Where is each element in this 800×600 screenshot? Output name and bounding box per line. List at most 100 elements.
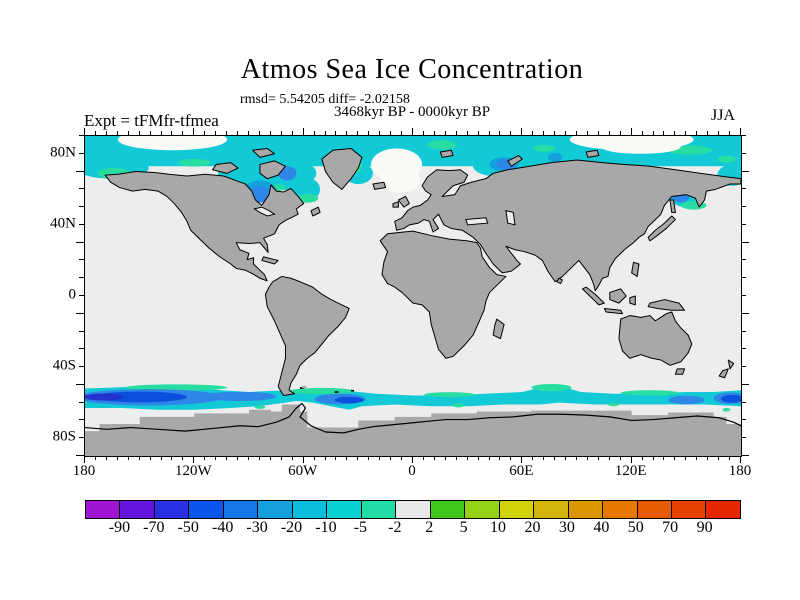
x-axis-tick [576, 456, 577, 460]
x-axis-tick [586, 131, 588, 135]
map-svg [85, 136, 741, 456]
x-axis-tick [477, 131, 479, 135]
y-axis-tick [741, 152, 746, 154]
colorbar-label: -70 [143, 519, 165, 536]
y-axis-tick [79, 419, 84, 421]
x-axis-tick [160, 456, 162, 460]
colorbar-segment [671, 501, 707, 518]
x-axis-tick [390, 456, 392, 460]
colorbar-label: -50 [177, 519, 199, 536]
antarctica [85, 404, 741, 456]
world-map [84, 135, 742, 457]
x-axis-tick [729, 456, 731, 460]
colorbar-label: -5 [353, 519, 368, 536]
colorbar-segment [465, 501, 500, 518]
colorbar-label: 50 [627, 519, 644, 536]
x-axis-tick [105, 131, 107, 135]
x-axis-tick [422, 131, 424, 135]
x-axis-tick [674, 131, 676, 135]
y-tick-label: 0 [68, 286, 77, 303]
colorbar-segment [396, 501, 431, 518]
y-axis-tick [79, 348, 84, 350]
y-axis-tick [79, 188, 84, 190]
australia [619, 312, 692, 365]
y-axis-tick [79, 330, 84, 332]
x-tick-label: 0 [408, 463, 416, 479]
antarctic-ice-band [85, 384, 741, 412]
x-axis-tick [740, 128, 741, 135]
x-axis-tick [226, 131, 228, 135]
stats-line: rmsd= 5.54205 diff= -2.02158 [240, 92, 410, 107]
colorbar-segment [534, 501, 569, 518]
y-axis-tick [741, 312, 749, 314]
x-axis-tick [401, 456, 403, 460]
colorbar-label: -10 [315, 519, 337, 536]
x-axis-tick [554, 131, 556, 135]
x-axis-tick [138, 131, 140, 135]
season-label: JJA [710, 107, 735, 124]
x-axis-tick [488, 131, 490, 135]
x-tick-label: 180 [72, 463, 96, 479]
y-axis-tick [741, 277, 746, 279]
x-axis-tick [707, 456, 709, 460]
x-axis-tick [685, 131, 687, 135]
colorbar-segment [258, 501, 293, 518]
y-axis-tick [76, 455, 84, 456]
x-axis-tick [204, 456, 206, 460]
x-axis-tick [444, 456, 446, 460]
y-axis-tick [741, 455, 749, 456]
x-axis-tick [346, 456, 348, 460]
x-axis-tick [313, 456, 315, 460]
x-axis-tick [248, 456, 249, 460]
x-axis-tick [433, 456, 435, 460]
x-tick-label: 180 [728, 463, 752, 479]
x-axis-tick [116, 456, 118, 460]
x-axis-tick [565, 456, 567, 460]
x-axis-tick [291, 456, 293, 460]
y-axis-tick [741, 366, 746, 368]
x-axis-tick [466, 131, 468, 135]
x-axis-tick [269, 131, 271, 135]
x-axis-tick [346, 131, 348, 135]
colorbar-segment [361, 501, 397, 518]
x-axis-tick [696, 131, 698, 135]
x-axis-tick [674, 456, 676, 460]
x-axis-tick [586, 456, 588, 460]
x-axis-tick [182, 131, 184, 135]
x-axis-tick [160, 131, 162, 135]
x-axis-tick [652, 131, 654, 135]
x-axis-tick [499, 456, 501, 460]
greenland [322, 148, 362, 189]
x-axis-tick [543, 456, 545, 460]
y-axis-tick [76, 312, 84, 314]
x-axis-tick [379, 456, 381, 460]
x-axis-tick [729, 131, 731, 135]
colorbar-segment [430, 501, 466, 518]
x-axis-tick [532, 131, 534, 135]
x-tick-label: 60E [509, 463, 534, 479]
x-axis-tick [630, 128, 632, 135]
y-axis-tick [741, 206, 746, 208]
x-axis-tick [401, 131, 403, 135]
y-axis-tick [76, 170, 84, 172]
x-tick-label: 60W [288, 463, 318, 479]
black-sea [466, 218, 488, 225]
y-axis-tick [79, 206, 84, 208]
x-axis-tick [94, 131, 96, 135]
x-axis-tick [182, 456, 184, 460]
y-tick-label: 80S [52, 428, 76, 445]
eurasia [395, 160, 741, 291]
x-axis-tick [116, 131, 118, 135]
x-axis-tick [718, 131, 720, 135]
y-axis-tick [79, 223, 84, 225]
y-axis-tick [741, 295, 746, 296]
y-axis-tick [741, 330, 746, 332]
x-axis-tick [455, 131, 457, 135]
x-axis-tick [302, 456, 304, 463]
x-axis-tick [597, 456, 599, 460]
x-axis-tick [663, 456, 665, 460]
x-axis-tick [291, 131, 293, 135]
colorbar-label: 70 [662, 519, 679, 536]
continents [105, 148, 741, 395]
new-guinea [648, 300, 684, 311]
